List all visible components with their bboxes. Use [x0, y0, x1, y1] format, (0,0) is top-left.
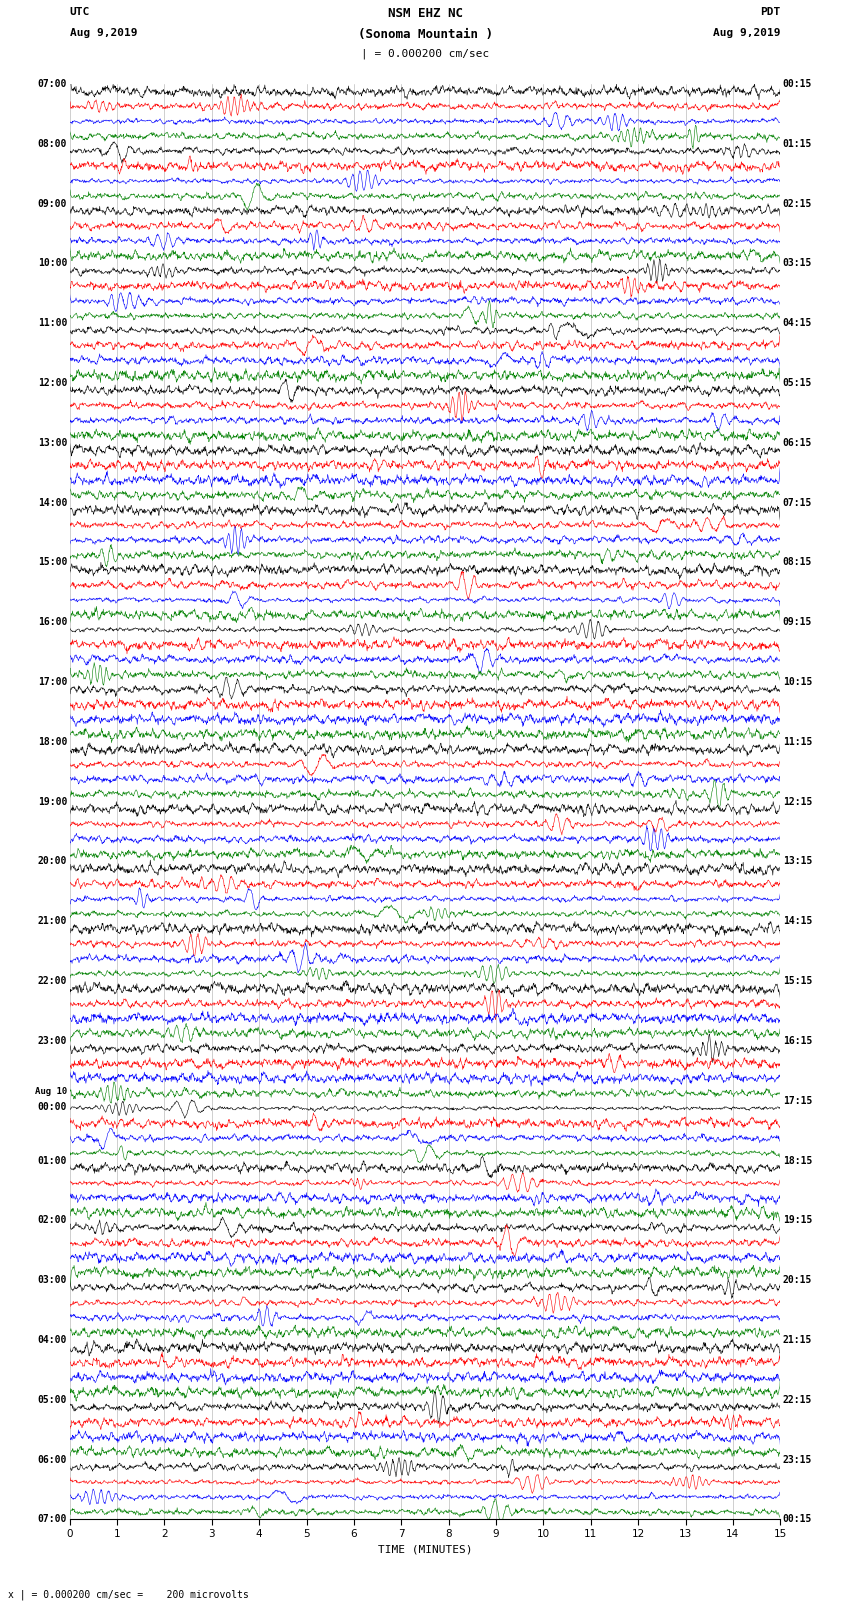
Text: x | = 0.000200 cm/sec =    200 microvolts: x | = 0.000200 cm/sec = 200 microvolts — [8, 1589, 249, 1600]
Text: 16:00: 16:00 — [37, 618, 67, 627]
Text: 19:00: 19:00 — [37, 797, 67, 806]
Text: 00:15: 00:15 — [783, 79, 813, 89]
Text: Aug 9,2019: Aug 9,2019 — [713, 27, 780, 37]
Text: 03:00: 03:00 — [37, 1276, 67, 1286]
Text: 10:15: 10:15 — [783, 677, 813, 687]
Text: 00:00: 00:00 — [37, 1102, 67, 1113]
Text: UTC: UTC — [70, 6, 90, 16]
Text: 14:15: 14:15 — [783, 916, 813, 926]
Text: PDT: PDT — [760, 6, 780, 16]
Text: 08:15: 08:15 — [783, 558, 813, 568]
Text: 13:00: 13:00 — [37, 437, 67, 448]
Text: 09:00: 09:00 — [37, 198, 67, 208]
Text: 11:15: 11:15 — [783, 737, 813, 747]
Text: 06:15: 06:15 — [783, 437, 813, 448]
Text: 03:15: 03:15 — [783, 258, 813, 268]
Text: 02:00: 02:00 — [37, 1215, 67, 1226]
Text: 22:00: 22:00 — [37, 976, 67, 986]
Text: 07:00: 07:00 — [37, 79, 67, 89]
Text: 15:00: 15:00 — [37, 558, 67, 568]
Text: 14:00: 14:00 — [37, 497, 67, 508]
Text: 08:00: 08:00 — [37, 139, 67, 148]
Text: 16:15: 16:15 — [783, 1036, 813, 1045]
Text: NSM EHZ NC: NSM EHZ NC — [388, 6, 462, 19]
Text: 20:00: 20:00 — [37, 857, 67, 866]
Text: 04:00: 04:00 — [37, 1336, 67, 1345]
Text: 13:15: 13:15 — [783, 857, 813, 866]
Text: 05:15: 05:15 — [783, 377, 813, 389]
Text: 01:15: 01:15 — [783, 139, 813, 148]
Text: 07:15: 07:15 — [783, 497, 813, 508]
Text: (Sonoma Mountain ): (Sonoma Mountain ) — [358, 27, 492, 40]
Text: 20:15: 20:15 — [783, 1276, 813, 1286]
Text: 05:00: 05:00 — [37, 1395, 67, 1405]
Text: 07:00: 07:00 — [37, 1515, 67, 1524]
Text: 02:15: 02:15 — [783, 198, 813, 208]
Text: 17:00: 17:00 — [37, 677, 67, 687]
Text: 21:15: 21:15 — [783, 1336, 813, 1345]
Text: 01:00: 01:00 — [37, 1155, 67, 1166]
Text: 12:15: 12:15 — [783, 797, 813, 806]
Text: 23:00: 23:00 — [37, 1036, 67, 1045]
Text: Aug 9,2019: Aug 9,2019 — [70, 27, 137, 37]
Text: | = 0.000200 cm/sec: | = 0.000200 cm/sec — [361, 48, 489, 60]
Text: 21:00: 21:00 — [37, 916, 67, 926]
X-axis label: TIME (MINUTES): TIME (MINUTES) — [377, 1545, 473, 1555]
Text: 15:15: 15:15 — [783, 976, 813, 986]
Text: 18:15: 18:15 — [783, 1155, 813, 1166]
Text: Aug 10: Aug 10 — [35, 1087, 67, 1095]
Text: 19:15: 19:15 — [783, 1215, 813, 1226]
Text: 10:00: 10:00 — [37, 258, 67, 268]
Text: 12:00: 12:00 — [37, 377, 67, 389]
Text: 22:15: 22:15 — [783, 1395, 813, 1405]
Text: 17:15: 17:15 — [783, 1095, 813, 1107]
Text: 18:00: 18:00 — [37, 737, 67, 747]
Text: 06:00: 06:00 — [37, 1455, 67, 1465]
Text: 11:00: 11:00 — [37, 318, 67, 327]
Text: 23:15: 23:15 — [783, 1455, 813, 1465]
Text: 04:15: 04:15 — [783, 318, 813, 327]
Text: 00:15: 00:15 — [783, 1515, 813, 1524]
Text: 09:15: 09:15 — [783, 618, 813, 627]
